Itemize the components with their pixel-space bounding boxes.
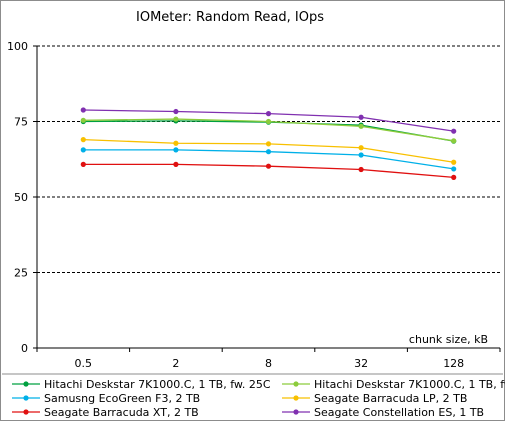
x-tick-label: 8 (265, 357, 272, 370)
legend-label: Samusng EcoGreen F3, 2 TB (44, 392, 200, 405)
data-point (80, 147, 86, 153)
data-point (265, 141, 272, 147)
data-point (173, 161, 179, 167)
data-point (173, 108, 179, 115)
legend-item: Seagate Constellation ES, 1 TB (282, 406, 484, 419)
series-2 (80, 116, 457, 144)
chart-title: IOMeter: Random Read, IOps (136, 10, 324, 25)
legend-item: Seagate Barracuda XT, 2 TB (12, 406, 199, 419)
legend-label: Seagate Barracuda LP, 2 TB (314, 392, 467, 405)
y-tick-labels: 0 25 50 75 100 (7, 40, 37, 355)
data-point (173, 116, 179, 122)
legend-item: Hitachi Deskstar 7K1000.C, 1 TB, fw. 25C (12, 378, 271, 391)
y-tick-label: 100 (7, 40, 28, 53)
data-point (451, 166, 457, 172)
data-point (173, 147, 179, 153)
data-point (80, 117, 86, 123)
legend-item: Hitachi Deskstar 7K1000.C, 1 TB, fw. 3EA (282, 378, 505, 391)
y-tick-label: 25 (14, 267, 28, 280)
series-layer (80, 107, 457, 180)
data-point (358, 114, 364, 120)
series-3 (80, 147, 457, 172)
data-point (358, 152, 364, 158)
data-point (358, 145, 364, 151)
data-point (265, 111, 272, 117)
x-tick-labels: 0.5 2 8 32 128 (36, 348, 501, 370)
legend-label: Seagate Barracuda XT, 2 TB (44, 406, 199, 419)
data-point (265, 149, 272, 155)
legend-swatch-marker (23, 381, 29, 387)
y-tick-label: 0 (21, 342, 28, 355)
data-point (358, 123, 364, 129)
data-point (451, 138, 457, 144)
legend-swatch-marker (23, 395, 29, 401)
series-4 (80, 137, 457, 165)
legend-item: Seagate Barracuda LP, 2 TB (282, 392, 467, 405)
data-point (80, 137, 86, 143)
legend-label: Hitachi Deskstar 7K1000.C, 1 TB, fw. 3EA (314, 378, 505, 391)
legend-item: Samusng EcoGreen F3, 2 TB (12, 392, 200, 405)
data-point (173, 140, 179, 146)
data-point (451, 159, 457, 165)
x-tick-label: 2 (172, 357, 179, 370)
legend-label: Seagate Constellation ES, 1 TB (314, 406, 484, 419)
legend: Hitachi Deskstar 7K1000.C, 1 TB, fw. 25C… (12, 378, 505, 419)
x-tick-label: 0.5 (75, 357, 93, 370)
legend-swatch-marker (23, 409, 29, 415)
legend-swatch-marker (293, 395, 299, 401)
x-tick-label: 128 (443, 357, 464, 370)
data-point (80, 161, 86, 167)
data-point (80, 107, 86, 113)
x-tick-label: 32 (354, 357, 368, 370)
legend-label: Hitachi Deskstar 7K1000.C, 1 TB, fw. 25C (44, 378, 271, 391)
data-point (451, 128, 457, 134)
legend-swatch-marker (293, 409, 299, 415)
data-point (451, 174, 457, 180)
legend-swatch-marker (293, 381, 299, 387)
series-6 (80, 107, 457, 134)
y-tick-label: 50 (14, 191, 28, 204)
data-point (265, 163, 272, 169)
series-5 (80, 161, 457, 180)
y-tick-label: 75 (14, 116, 28, 129)
data-point (265, 118, 272, 125)
data-point (358, 166, 364, 173)
x-axis-label: chunk size, kB (409, 333, 488, 346)
